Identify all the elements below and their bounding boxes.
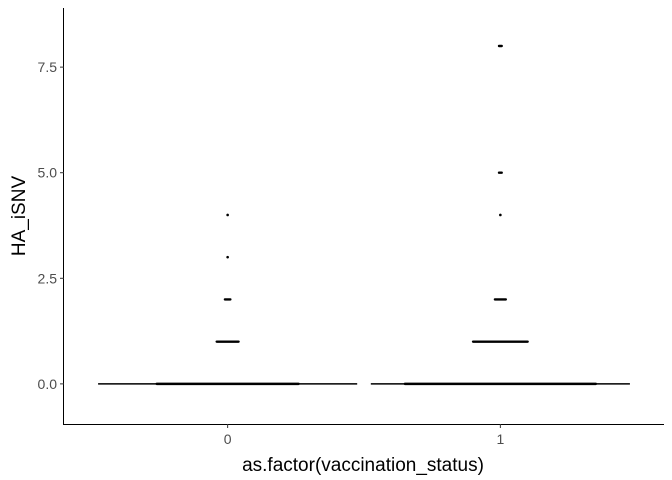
x-axis-title: as.factor(vaccination_status) — [242, 455, 484, 476]
data-point — [226, 213, 229, 217]
data-point — [499, 213, 502, 217]
y-ticks-layer: 0.0 2.5 5.0 7.5 — [38, 59, 64, 392]
y-tick-label: 2.5 — [38, 270, 58, 286]
x-tick-label: 1 — [496, 431, 504, 447]
data-point — [226, 255, 229, 259]
y-tick-label: 5.0 — [38, 165, 58, 181]
y-axis-title: HA_iSNV — [9, 176, 30, 257]
y-tick-label: 7.5 — [38, 59, 58, 75]
x-tick-label: 0 — [224, 431, 232, 447]
points-layer — [155, 44, 598, 386]
y-tick-label: 0.0 — [38, 376, 58, 392]
